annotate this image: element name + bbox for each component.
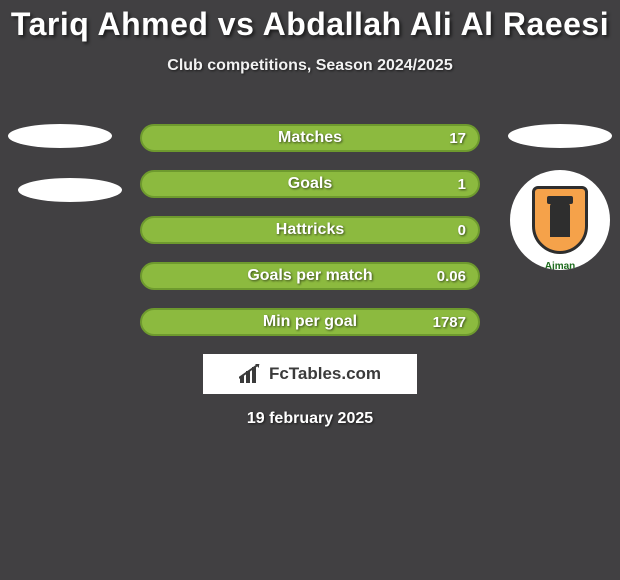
- club-badge-right: Ajman: [510, 170, 610, 270]
- page-subtitle: Club competitions, Season 2024/2025: [0, 57, 620, 75]
- tower-icon: [550, 203, 570, 237]
- branding-text: FcTables.com: [269, 364, 381, 384]
- stat-bar: Min per goal 1787: [140, 308, 480, 336]
- stat-bar: Goals per match 0.06: [140, 262, 480, 290]
- stat-bar: Hattricks 0: [140, 216, 480, 244]
- shield-icon: [532, 186, 588, 254]
- stat-label: Min per goal: [263, 313, 357, 331]
- branding-box: FcTables.com: [203, 354, 417, 394]
- club-name: Ajman: [510, 261, 610, 270]
- stat-label: Goals: [288, 175, 332, 193]
- stat-bar: Goals 1: [140, 170, 480, 198]
- stat-label: Hattricks: [276, 221, 344, 239]
- stat-value: 0.06: [437, 268, 466, 285]
- page-title: Tariq Ahmed vs Abdallah Ali Al Raeesi: [0, 0, 620, 43]
- footer-date: 19 february 2025: [247, 410, 373, 428]
- comparison-card: Tariq Ahmed vs Abdallah Ali Al Raeesi Cl…: [0, 0, 620, 580]
- stat-value: 0: [458, 222, 466, 239]
- player-right-placeholder-1: [508, 124, 612, 148]
- player-left-placeholder-2: [18, 178, 122, 202]
- stat-value: 17: [449, 130, 466, 147]
- stats-list: Matches 17 Goals 1 Hattricks 0 Goals per match…: [140, 124, 480, 354]
- stat-bar: Matches 17: [140, 124, 480, 152]
- stat-value: 1: [458, 176, 466, 193]
- bars-icon: [239, 364, 263, 384]
- stat-label: Goals per match: [247, 267, 372, 285]
- stat-value: 1787: [433, 314, 466, 331]
- player-left-placeholder-1: [8, 124, 112, 148]
- stat-label: Matches: [278, 129, 342, 147]
